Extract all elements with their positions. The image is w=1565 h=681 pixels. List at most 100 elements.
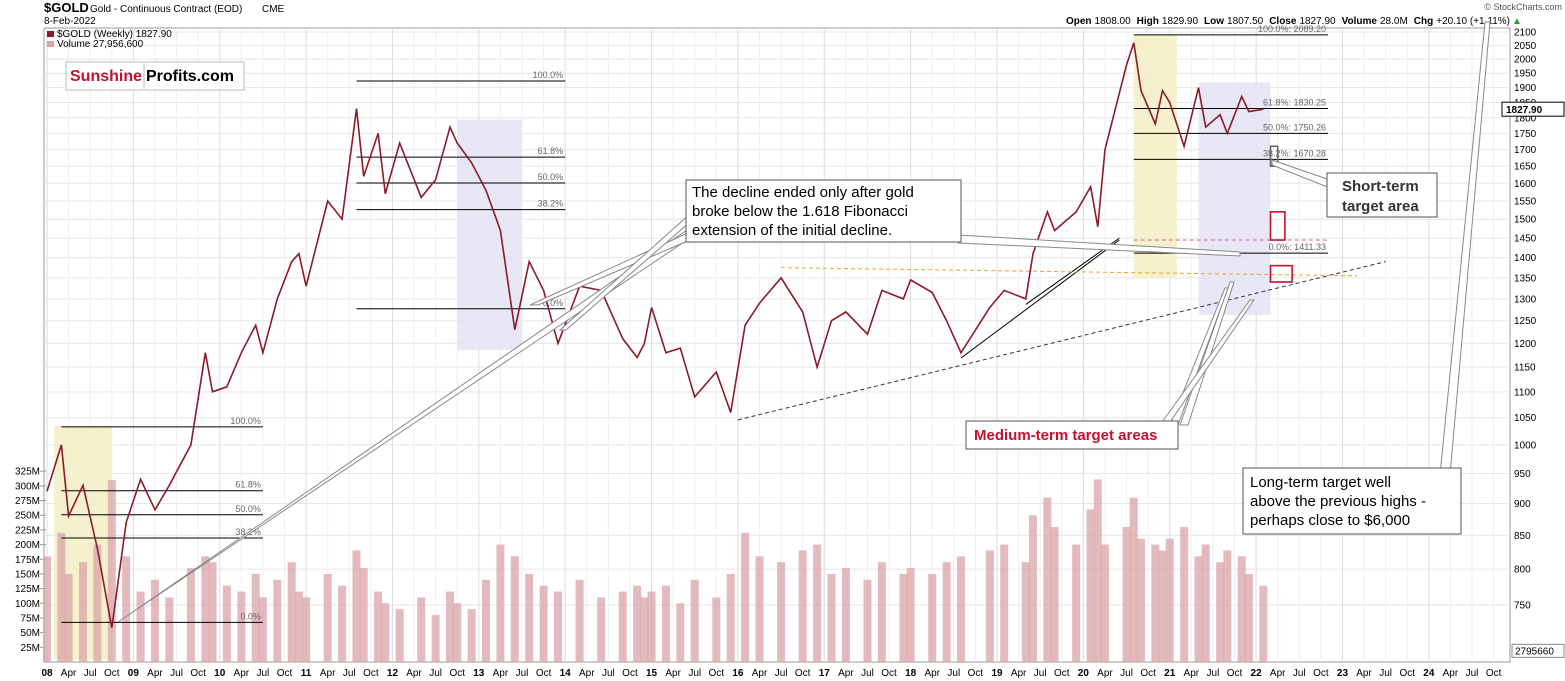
- exchange: CME: [262, 4, 285, 15]
- legend-icon: [47, 41, 54, 47]
- volume-bar: [1259, 585, 1268, 662]
- volume-bar: [647, 591, 656, 662]
- ohlc-value: 1808.00: [1095, 16, 1132, 27]
- x-tick-label: Oct: [1399, 668, 1415, 679]
- volume-bar: [1129, 497, 1138, 662]
- x-tick-label: Jul: [1120, 668, 1133, 679]
- volume-bar: [942, 562, 951, 662]
- volume-bar: [374, 591, 383, 662]
- trendline: [960, 239, 1120, 359]
- x-tick-label: Jul: [343, 668, 356, 679]
- x-tick-label: Oct: [1140, 668, 1156, 679]
- fib-label: 61.8%: [235, 480, 261, 490]
- volume-bar: [618, 591, 627, 662]
- y-tick-label: 850: [1514, 531, 1531, 542]
- volume-bar: [482, 579, 491, 662]
- annotation-box: [1242, 467, 1462, 535]
- volume-bar: [1136, 538, 1145, 662]
- x-tick-label: 16: [732, 668, 744, 679]
- last-price-tag: [1501, 101, 1565, 117]
- y2-tick-label: 250M: [15, 511, 40, 522]
- volume-bar: [222, 585, 231, 662]
- volume-bar: [928, 573, 937, 662]
- volume-bar: [633, 585, 642, 662]
- legend-entry: $GOLD (Weekly) 1827.90: [57, 29, 172, 40]
- x-tick-label: 22: [1251, 668, 1263, 679]
- x-tick-label: 10: [214, 668, 226, 679]
- y-tick-label: 950: [1514, 469, 1531, 480]
- x-tick-label: Apr: [665, 668, 681, 679]
- y-tick-label: 1600: [1514, 179, 1537, 190]
- ohlc-label: Close: [1269, 16, 1297, 27]
- ohlc-value: 1807.50: [1227, 16, 1264, 27]
- last-volume-tag: [1511, 643, 1565, 658]
- volume-bar: [712, 597, 721, 662]
- legend-entry: Volume 27,956,600: [57, 39, 144, 50]
- volume-bar: [899, 573, 908, 662]
- volume-bar: [1050, 526, 1059, 662]
- y2-tick-label: 225M: [15, 525, 40, 536]
- volume-bar: [467, 609, 476, 662]
- y2-tick-label: 125M: [15, 584, 40, 595]
- volume-bar: [1194, 556, 1203, 662]
- y-tick-label: 800: [1514, 565, 1531, 576]
- volume-bar: [417, 597, 426, 662]
- volume-bar: [1028, 515, 1037, 662]
- volume-bar: [661, 585, 670, 662]
- volume-bar: [294, 591, 303, 662]
- x-tick-label: Jul: [170, 668, 183, 679]
- volume-bar: [1151, 544, 1160, 662]
- y-tick-label: 1000: [1514, 440, 1537, 451]
- volume-bar: [122, 556, 131, 662]
- fib-label: 100.0%: [230, 416, 261, 426]
- volume-bar: [251, 573, 260, 662]
- x-tick-label: Apr: [1356, 668, 1372, 679]
- x-tick-label: 17: [819, 668, 831, 679]
- x-tick-label: Jul: [688, 668, 701, 679]
- volume-bar: [431, 615, 440, 662]
- volume-bar: [107, 480, 116, 662]
- chart-title: Gold - Continuous Contract (EOD): [90, 4, 242, 15]
- legend-icon: [47, 31, 54, 37]
- volume-bar: [1000, 544, 1009, 662]
- volume-bar: [1223, 550, 1232, 662]
- x-tick-label: Jul: [516, 668, 529, 679]
- volume-bar: [827, 573, 836, 662]
- annotation: The decline ended only after gold: [692, 184, 914, 201]
- y-tick-label: 2100: [1514, 27, 1537, 38]
- volume-bar: [381, 603, 390, 662]
- x-tick-label: Jul: [1293, 668, 1306, 679]
- callout: [1179, 281, 1235, 426]
- volume-bar: [755, 556, 764, 662]
- volume-bar: [985, 550, 994, 662]
- volume-bar: [64, 573, 73, 662]
- x-tick-label: Oct: [709, 668, 725, 679]
- volume-bar: [1093, 479, 1102, 662]
- annotation: Medium-term target areas: [974, 427, 1157, 444]
- copyright: © StockCharts.com: [1484, 2, 1562, 12]
- volume-bar: [798, 550, 807, 662]
- last-volume-label: 2795660: [1515, 646, 1554, 657]
- y-tick-label: 1200: [1514, 339, 1537, 350]
- volume-bar: [273, 579, 282, 662]
- volume-bar: [525, 573, 534, 662]
- volume-bar: [359, 568, 368, 662]
- volume-bar: [597, 597, 606, 662]
- x-tick-label: 11: [301, 668, 312, 679]
- y-tick-label: 1750: [1514, 129, 1537, 140]
- volume-bar: [877, 562, 886, 662]
- volume-bar: [1086, 509, 1095, 662]
- y2-tick-label: 200M: [15, 540, 40, 551]
- ohlc: Open 1808.00 High 1829.90 Low 1807.50 Close 182…: [1066, 16, 1510, 27]
- logo-text: Sunshine: [70, 68, 142, 85]
- x-tick-label: Jul: [861, 668, 874, 679]
- x-tick-label: 19: [991, 668, 1003, 679]
- x-tick-label: Apr: [147, 668, 163, 679]
- y2-tick-label: 100M: [15, 599, 40, 610]
- fib-label: 0.0%: [543, 298, 564, 308]
- volume-bar: [323, 573, 332, 662]
- x-tick-label: Oct: [190, 668, 206, 679]
- x-tick-label: 12: [387, 668, 399, 679]
- annotation: perhaps close to $6,000: [1250, 512, 1410, 529]
